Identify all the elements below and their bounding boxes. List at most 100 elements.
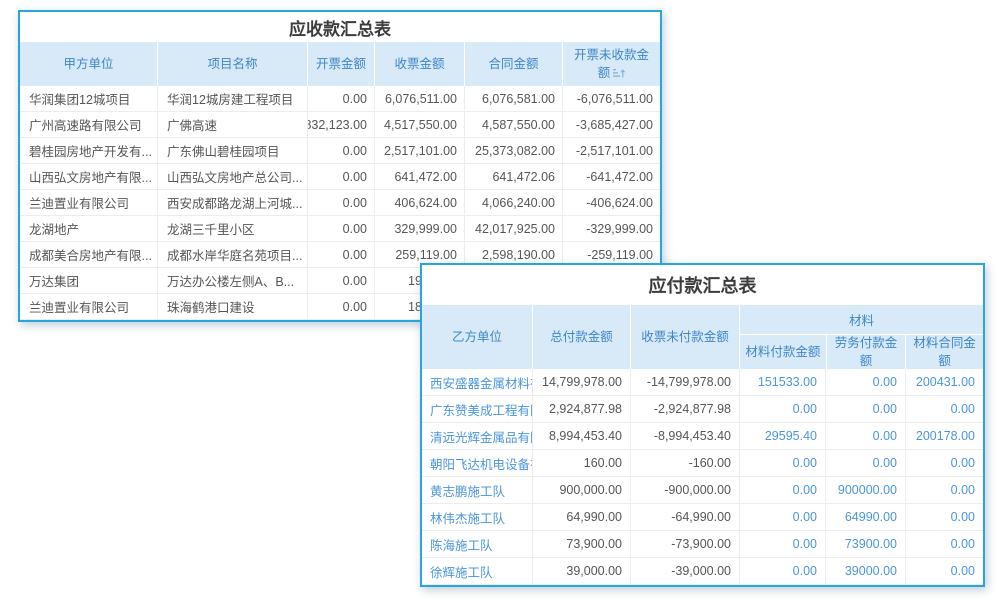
table-cell[interactable]: 0.00 <box>905 477 983 503</box>
table-row[interactable]: 万达集团 万达办公楼左侧A、B... 0.00 19 <box>20 268 660 294</box>
header-project-name[interactable]: 项目名称 <box>157 42 307 86</box>
table-row[interactable]: 林伟杰施工队 64,990.00 -64,990.00 0.00 64990.00 0.0… <box>422 504 983 531</box>
table-row[interactable]: 西安盛器金属材料有 14,799,978.00 -14,799,978.00 1515… <box>422 369 983 396</box>
table-row[interactable]: 广州高速路有限公司 广佛高速 832,123.00 4,517,550.00 4,587… <box>20 112 660 138</box>
sort-asc-icon[interactable] <box>613 68 626 78</box>
table-cell[interactable]: 0.00 <box>739 477 825 503</box>
header-party-a[interactable]: 甲方单位 <box>20 42 157 86</box>
table-row[interactable]: 徐辉施工队 39,000.00 -39,000.00 0.00 39000.00 0.00 <box>422 558 983 585</box>
header-label: 收票金额 <box>394 56 445 71</box>
table-cell: 6,076,581.00 <box>464 86 562 111</box>
header-material-subcolumns: 材料付款金额 劳务付款金额 材料合同金额 <box>740 335 983 369</box>
table-cell[interactable]: 0.00 <box>905 450 983 476</box>
table-cell[interactable]: 39000.00 <box>825 558 905 584</box>
table-row[interactable]: 广东赞美成工程有限 2,924,877.98 -2,924,877.98 0.00 0.… <box>422 396 983 423</box>
table-cell: 0.00 <box>307 190 374 215</box>
table-row[interactable]: 兰迪置业有限公司 西安成都路龙湖上河城... 0.00 406,624.00 4,066… <box>20 190 660 216</box>
table-cell[interactable]: 0.00 <box>825 369 905 395</box>
table-row[interactable]: 清远光辉金属品有限 8,994,453.40 -8,994,453.40 29595.… <box>422 423 983 450</box>
table-cell: -2,517,101.00 <box>562 138 660 163</box>
table-cell[interactable]: 900000.00 <box>825 477 905 503</box>
table-row[interactable]: 华润集团12城项目 华润12城房建工程项目 0.00 6,076,511.00 6,07… <box>20 86 660 112</box>
table-cell: 珠海鹤港口建设 <box>157 294 307 319</box>
table-cell[interactable]: 0.00 <box>739 504 825 530</box>
table-row[interactable]: 碧桂园房地产开发有... 广东佛山碧桂园项目 0.00 2,517,101.00 25,… <box>20 138 660 164</box>
table-cell: 成都水岸华庭名苑项目... <box>157 242 307 267</box>
header-receipt-amount[interactable]: 收票金额 <box>374 42 464 86</box>
table-cell: 259,119.00 <box>374 242 464 267</box>
table-cell[interactable]: 0.00 <box>825 423 905 449</box>
table-cell: -14,799,978.00 <box>630 369 739 395</box>
table-cell: 0.00 <box>307 138 374 163</box>
table-cell: 0.00 <box>307 294 374 319</box>
table-cell: -8,994,453.40 <box>630 423 739 449</box>
table-cell: 万达办公楼左侧A、B... <box>157 268 307 293</box>
table-cell[interactable]: 200178.00 <box>905 423 983 449</box>
table-cell: 山西弘文房地产总公司... <box>157 164 307 189</box>
table-row[interactable]: 龙湖地产 龙湖三千里小区 0.00 329,999.00 42,017,925.00 -3… <box>20 216 660 242</box>
table-row[interactable]: 黄志鹏施工队 900,000.00 -900,000.00 0.00 900000.00… <box>422 477 983 504</box>
header-label: 材料付款金额 <box>745 344 821 359</box>
table-cell[interactable]: 清远光辉金属品有限 <box>430 430 532 445</box>
table-cell[interactable]: 0.00 <box>739 396 825 422</box>
payables-card: 应付款汇总表 乙方单位 总付款金额 收票未付款金额 材料 材料付款金额 劳务付款… <box>420 263 985 587</box>
table-cell: -641,472.00 <box>562 164 660 189</box>
table-cell[interactable]: 林伟杰施工队 <box>430 511 506 526</box>
table-cell: 832,123.00 <box>307 112 374 137</box>
table-cell[interactable]: 0.00 <box>739 531 825 557</box>
table-cell: 成都美合房地产有限... <box>29 249 152 263</box>
table-cell: 碧桂园房地产开发有... <box>29 145 152 159</box>
table-row[interactable]: 山西弘文房地产有限... 山西弘文房地产总公司... 0.00 641,472.00 6… <box>20 164 660 190</box>
table-cell: 14,799,978.00 <box>532 369 630 395</box>
table-cell: 19 <box>374 268 464 293</box>
header-label: 开票金额 <box>315 56 366 71</box>
table-cell[interactable]: 0.00 <box>905 558 983 584</box>
header-label: 合同金额 <box>488 56 539 71</box>
table-cell[interactable]: 29595.40 <box>739 423 825 449</box>
header-total-payment[interactable]: 总付款金额 <box>532 305 630 369</box>
table-cell[interactable]: 0.00 <box>825 450 905 476</box>
receivables-title: 应收款汇总表 <box>20 12 660 42</box>
table-cell[interactable]: 0.00 <box>739 558 825 584</box>
table-cell[interactable]: 0.00 <box>905 531 983 557</box>
header-label: 材料合同金额 <box>913 335 976 368</box>
table-cell[interactable]: 黄志鹏施工队 <box>430 484 506 499</box>
table-row[interactable]: 朝阳飞达机电设备有 160.00 -160.00 0.00 0.00 0.00 <box>422 450 983 477</box>
table-cell[interactable]: 陈海施工队 <box>430 538 493 553</box>
table-cell: -64,990.00 <box>630 504 739 530</box>
header-invoice-amount[interactable]: 开票金额 <box>307 42 374 86</box>
table-cell[interactable]: 200431.00 <box>905 369 983 395</box>
table-cell[interactable]: 广东赞美成工程有限 <box>430 403 532 418</box>
header-invoiced-unpaid-amount[interactable]: 开票未收款金额 <box>562 42 660 86</box>
table-cell: -329,999.00 <box>562 216 660 241</box>
receivables-card: 应收款汇总表 甲方单位 项目名称 开票金额 收票金额 合同金额 开票未收款金额 … <box>18 10 662 322</box>
table-cell: 兰迪置业有限公司 <box>29 301 130 315</box>
table-cell[interactable]: 0.00 <box>905 396 983 422</box>
header-material-contract[interactable]: 材料合同金额 <box>905 335 983 369</box>
table-cell[interactable]: 151533.00 <box>739 369 825 395</box>
table-cell: -160.00 <box>630 450 739 476</box>
header-receipt-unpaid[interactable]: 收票未付款金额 <box>630 305 739 369</box>
header-labor-payment[interactable]: 劳务付款金额 <box>825 335 906 369</box>
table-cell[interactable]: 64990.00 <box>825 504 905 530</box>
table-cell: 龙湖地产 <box>29 223 80 237</box>
table-cell[interactable]: 0.00 <box>825 396 905 422</box>
payables-header: 乙方单位 总付款金额 收票未付款金额 材料 材料付款金额 劳务付款金额 材料合同… <box>422 305 983 369</box>
table-cell: 329,999.00 <box>374 216 464 241</box>
table-cell: 万达集团 <box>29 275 80 289</box>
header-party-b[interactable]: 乙方单位 <box>422 305 532 369</box>
table-cell[interactable]: 73900.00 <box>825 531 905 557</box>
table-row[interactable]: 陈海施工队 73,900.00 -73,900.00 0.00 73900.00 0.00 <box>422 531 983 558</box>
table-cell[interactable]: 朝阳飞达机电设备有 <box>430 457 532 472</box>
header-label: 甲方单位 <box>63 56 114 71</box>
table-cell[interactable]: 徐辉施工队 <box>430 565 493 580</box>
table-cell: 73,900.00 <box>532 531 630 557</box>
table-cell: 广州高速路有限公司 <box>29 119 142 133</box>
header-label: 项目名称 <box>207 56 258 71</box>
header-contract-amount[interactable]: 合同金额 <box>464 42 562 86</box>
table-cell[interactable]: 0.00 <box>739 450 825 476</box>
header-material-payment[interactable]: 材料付款金额 <box>740 335 826 369</box>
header-material-group-label[interactable]: 材料 <box>740 305 983 335</box>
table-cell[interactable]: 西安盛器金属材料有 <box>430 376 532 391</box>
table-cell[interactable]: 0.00 <box>905 504 983 530</box>
